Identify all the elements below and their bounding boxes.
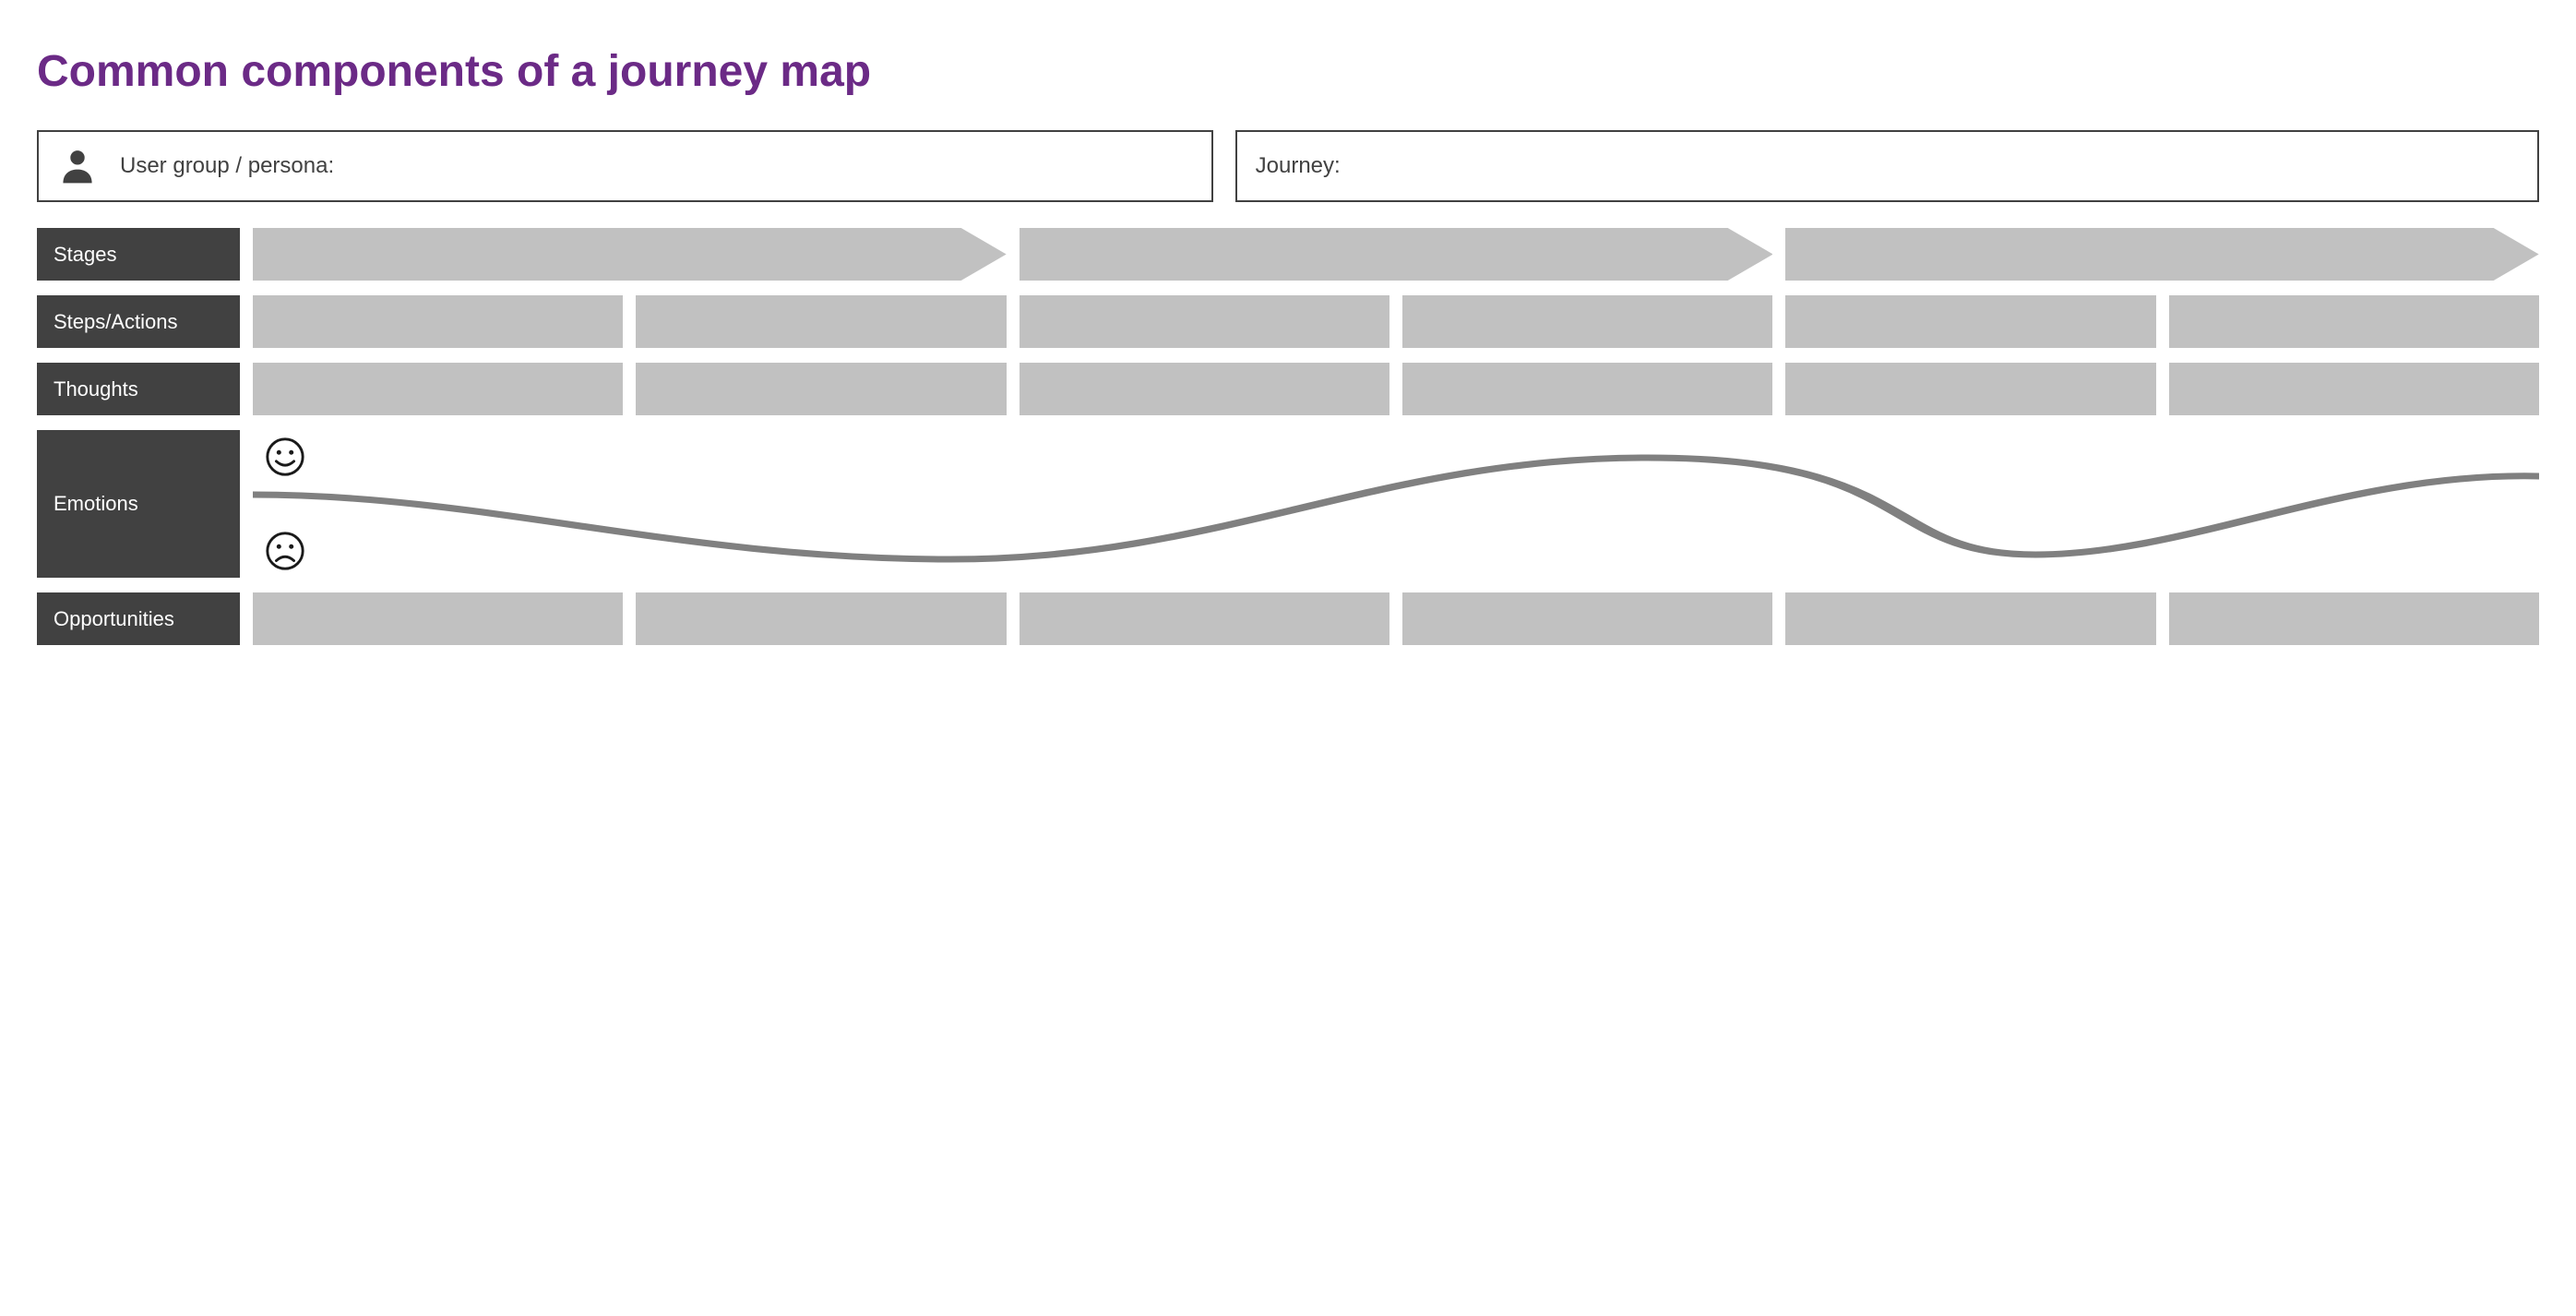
thought-cell	[636, 363, 1006, 415]
thought-cell	[1402, 363, 1772, 415]
opportunity-cell	[1402, 592, 1772, 645]
stage-arrow	[1020, 228, 1773, 281]
person-icon	[57, 146, 98, 186]
row-label-emotions: Emotions	[37, 430, 240, 578]
opportunities-content	[253, 592, 2539, 645]
stage-arrow	[253, 228, 1007, 281]
emotion-curve	[253, 430, 2539, 578]
step-cell	[636, 295, 1006, 348]
journey-label: Journey:	[1256, 153, 1341, 179]
opportunity-cell	[1785, 592, 2155, 645]
step-cell	[1020, 295, 1389, 348]
row-steps: Steps/Actions	[37, 295, 2539, 348]
row-label-steps: Steps/Actions	[37, 295, 240, 348]
opportunity-cell	[253, 592, 623, 645]
opportunity-cell	[636, 592, 1006, 645]
thought-cell	[253, 363, 623, 415]
page-title: Common components of a journey map	[37, 46, 2539, 97]
header-row: User group / persona: Journey:	[37, 130, 2539, 202]
thought-cell	[2169, 363, 2539, 415]
row-label-stages: Stages	[37, 228, 240, 281]
thought-cell	[1785, 363, 2155, 415]
persona-label: User group / persona:	[120, 153, 334, 179]
persona-box: User group / persona:	[37, 130, 1213, 202]
row-emotions: Emotions	[37, 430, 2539, 578]
stages-content	[253, 228, 2539, 281]
step-cell	[1402, 295, 1772, 348]
thought-cell	[1020, 363, 1389, 415]
thoughts-content	[253, 363, 2539, 415]
stage-arrow	[1785, 228, 2539, 281]
step-cell	[1785, 295, 2155, 348]
emotions-content	[253, 430, 2539, 578]
opportunity-cell	[1020, 592, 1389, 645]
row-stages: Stages	[37, 228, 2539, 281]
steps-content	[253, 295, 2539, 348]
row-label-thoughts: Thoughts	[37, 363, 240, 415]
step-cell	[2169, 295, 2539, 348]
step-cell	[253, 295, 623, 348]
opportunity-cell	[2169, 592, 2539, 645]
row-opportunities: Opportunities	[37, 592, 2539, 645]
row-thoughts: Thoughts	[37, 363, 2539, 415]
journey-box: Journey:	[1235, 130, 2539, 202]
journey-grid: Stages Steps/Actions Thoughts	[37, 228, 2539, 645]
row-label-opportunities: Opportunities	[37, 592, 240, 645]
